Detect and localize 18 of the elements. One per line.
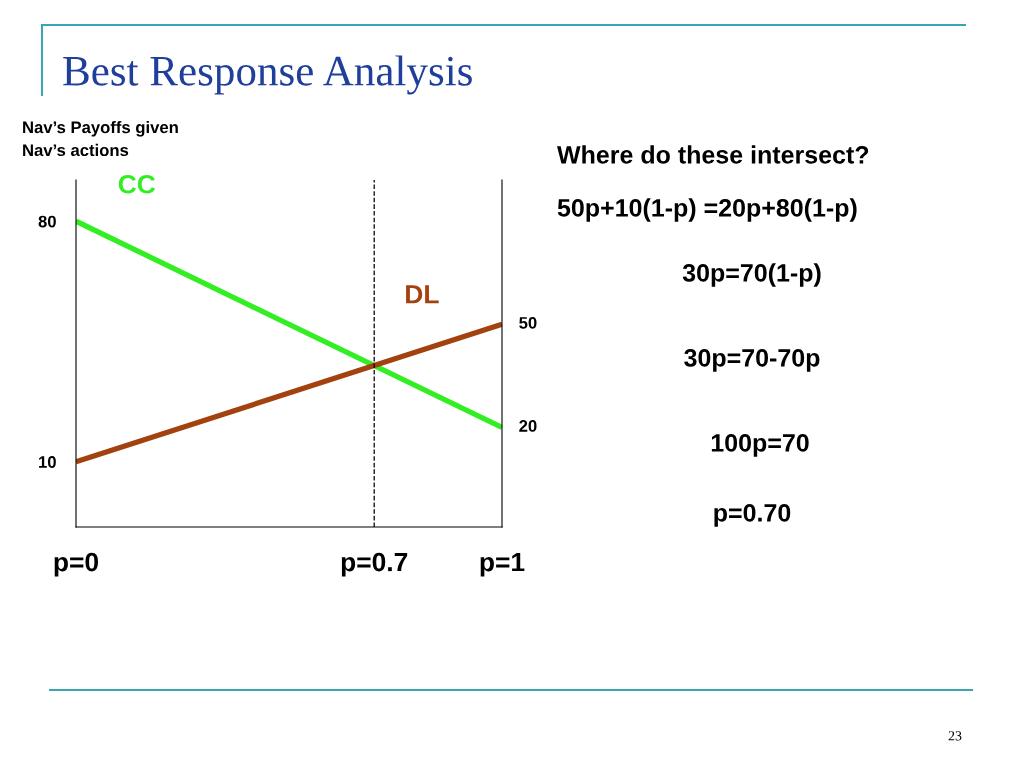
series-label: DL	[406, 285, 439, 304]
text: 100p=70	[711, 434, 809, 457]
x-tick-label: p=0.7	[341, 552, 408, 577]
text: p=0.70	[714, 504, 791, 527]
text: 23	[948, 731, 962, 741]
text: 50p+10(1-p) =20p+80(1-p)	[557, 198, 857, 222]
annotation: 20	[519, 420, 537, 432]
text: 30p=70-70p	[684, 349, 820, 372]
x-tick-label: p=0	[54, 552, 99, 577]
annotation: 50	[519, 316, 537, 329]
series-label: CC	[118, 174, 156, 194]
chart-title: Best Response Analysis	[63, 55, 472, 95]
y-tick-label: 10	[39, 456, 56, 468]
text: 30p=70(1-p)	[682, 263, 821, 287]
y-tick-label: 80	[38, 215, 56, 228]
text: Where do these intersect?	[557, 145, 869, 164]
x-tick-label: p=1	[480, 552, 525, 577]
text: Nav’s Payoffs given Nav’s actions	[23, 121, 178, 157]
